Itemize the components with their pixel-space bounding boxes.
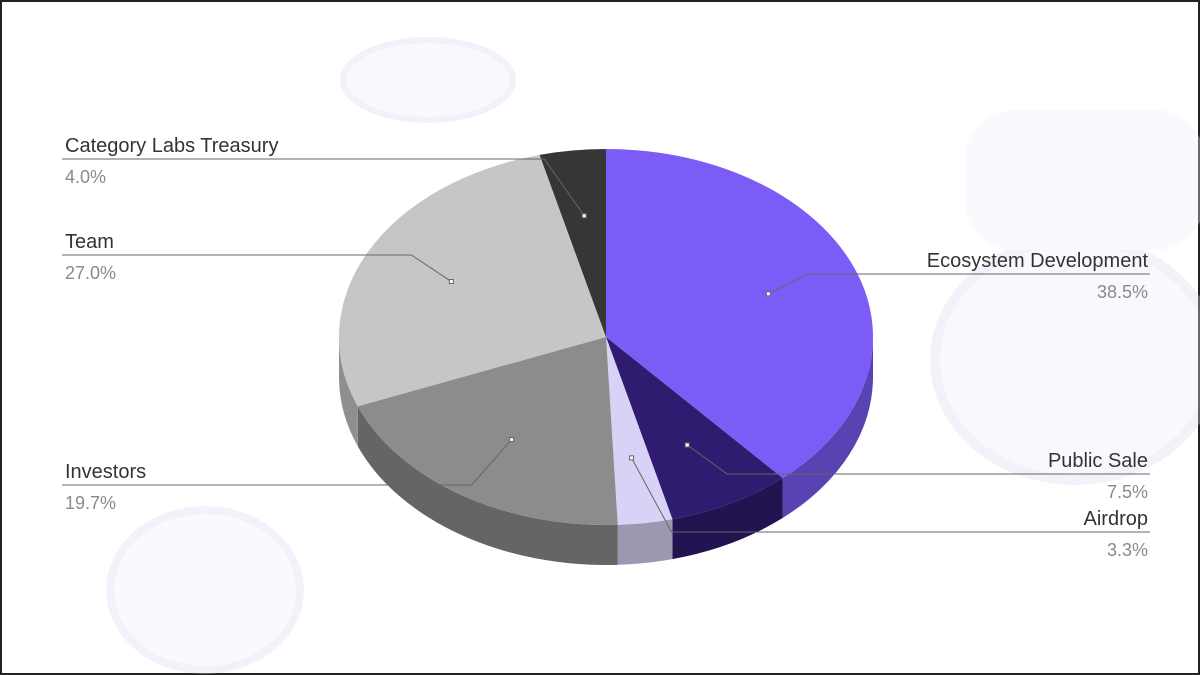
value-label: 3.3% bbox=[1107, 540, 1148, 560]
leader-line bbox=[62, 254, 452, 282]
leader-line bbox=[62, 158, 585, 217]
leader-dot bbox=[684, 442, 690, 448]
leader-dot bbox=[629, 455, 635, 461]
pie-sides bbox=[339, 337, 873, 565]
leader-dot bbox=[509, 437, 515, 443]
slice-side bbox=[782, 337, 873, 519]
slice bbox=[357, 337, 618, 525]
slice-side bbox=[617, 519, 673, 565]
value-label: 4.0% bbox=[65, 167, 106, 187]
leader-line bbox=[631, 457, 1150, 533]
category-label: Team bbox=[65, 231, 114, 253]
category-label: Airdrop bbox=[1084, 508, 1148, 530]
slice bbox=[606, 149, 873, 479]
value-label: 38.5% bbox=[1097, 282, 1148, 302]
value-label: 19.7% bbox=[65, 493, 116, 513]
slice-side bbox=[339, 337, 358, 447]
category-label: Public Sale bbox=[1048, 450, 1148, 472]
leader-dot bbox=[765, 291, 771, 297]
slice bbox=[338, 154, 606, 407]
pie-tops bbox=[338, 149, 873, 525]
labels: Ecosystem Development 38.5% Public Sale 7.5… bbox=[62, 135, 1150, 560]
leader-line bbox=[62, 439, 513, 486]
slice-side bbox=[357, 406, 618, 565]
value-label: 7.5% bbox=[1107, 482, 1148, 502]
leader-line bbox=[768, 273, 1150, 295]
leader-dot bbox=[448, 279, 454, 285]
category-label: Ecosystem Development bbox=[927, 250, 1149, 272]
value-label: 27.0% bbox=[65, 263, 116, 283]
slice-side bbox=[672, 478, 783, 560]
category-label: Investors bbox=[65, 461, 146, 483]
category-label: Category Labs Treasury bbox=[65, 135, 278, 157]
leader-dot bbox=[581, 213, 587, 219]
slice bbox=[539, 149, 606, 337]
leader-line bbox=[686, 444, 1150, 475]
slice bbox=[606, 337, 673, 525]
background-decor bbox=[106, 37, 1200, 674]
